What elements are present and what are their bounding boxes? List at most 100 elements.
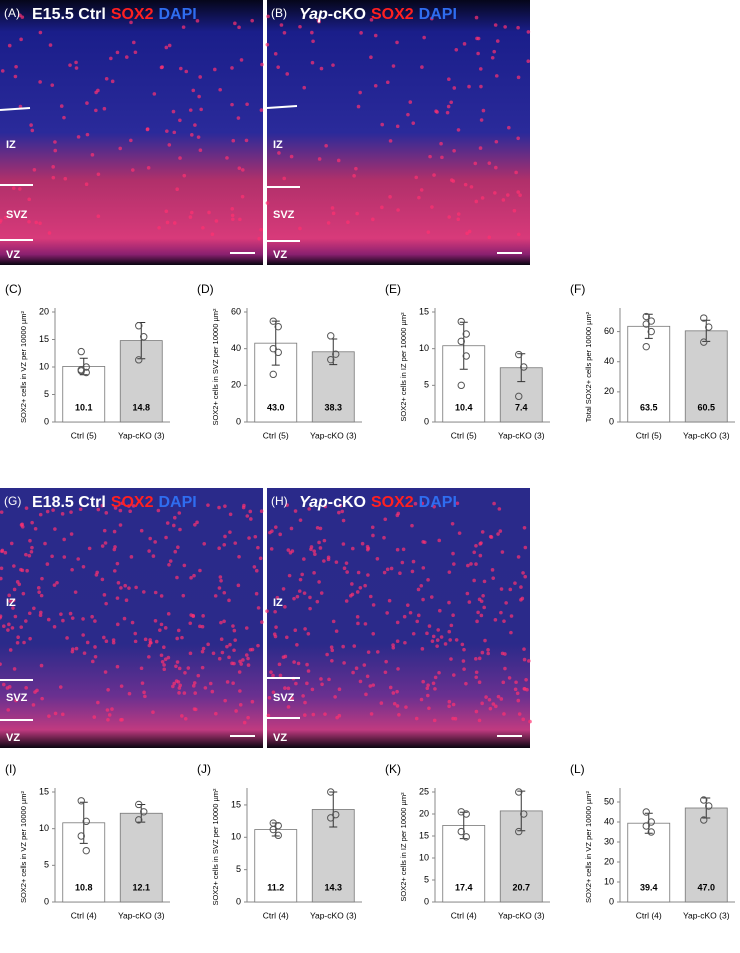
cell [406,112,410,117]
y-tick-label: 0 [44,416,49,426]
cell [302,591,307,595]
title-part: -cKO [328,494,366,511]
cell [497,507,502,511]
cell [385,567,390,572]
panel-label: (K) [385,762,401,776]
cell [293,509,298,513]
cell [474,562,478,566]
cell [456,217,461,222]
cell [236,583,241,588]
cell [90,659,95,664]
cell [273,52,278,56]
cell [38,512,43,517]
cell [346,220,350,225]
cell [266,14,270,19]
cell [285,72,290,76]
cell [331,619,336,624]
y-tick-label: 0 [236,416,241,426]
cell [182,563,187,568]
cell [177,686,182,690]
cell [449,100,454,105]
cell [177,511,182,515]
cell [405,603,410,607]
cell [481,593,485,598]
cell [200,649,205,654]
data-point [642,342,650,351]
cell [482,579,487,584]
title-part: E18.5 Ctrl [32,494,106,511]
cell [327,677,331,682]
cell [521,717,526,722]
cell [73,590,78,594]
cell [3,550,8,555]
cell [427,706,431,711]
cell [403,640,407,645]
cell [6,628,10,632]
data-point [700,816,708,824]
cell [122,616,127,621]
cell [177,666,182,671]
cell [159,653,164,658]
cell [439,141,443,146]
cell [179,66,183,71]
y-tick-label: 5 [44,860,49,870]
cell [312,571,316,575]
x-tick-label: Ctrl (5) [71,430,97,440]
cell [81,564,86,569]
cell [451,551,455,556]
cell [126,504,131,508]
cell [491,702,496,706]
cell [450,521,455,526]
data-point [274,348,282,357]
cell [102,106,107,111]
cell [415,619,420,624]
cell [106,717,110,722]
cell [385,80,390,85]
cell [430,205,434,209]
cell [271,673,275,678]
cell [244,626,249,630]
cell [330,648,335,653]
y-tick-label: 60 [231,306,241,316]
value-label: 14.3 [324,882,342,892]
cell [452,148,456,153]
cell [413,501,418,506]
error-bar [517,790,526,832]
cell [245,102,249,107]
cell [283,605,287,609]
cell [283,686,287,690]
cell [38,613,43,618]
cell [148,536,152,541]
cell [63,176,68,181]
cell [432,718,437,723]
cell [319,591,324,595]
cell [334,629,339,633]
cell [178,118,182,123]
cell [147,643,152,648]
cell [345,570,349,574]
cell [206,642,210,647]
cell [141,590,146,594]
cell [32,167,37,172]
zone-line [266,105,298,109]
cell [505,193,510,197]
cell [474,15,479,20]
cell [245,514,250,518]
cell [421,566,426,570]
cell [62,115,66,120]
cell [295,642,299,647]
cell [477,718,482,723]
cell [217,586,222,590]
cell [419,697,424,702]
cell [431,634,436,639]
cell [198,75,202,79]
y-tick-label: 40 [231,343,241,353]
cell [303,713,307,717]
x-tick-label: Ctrl (5) [636,430,662,440]
cell [433,675,438,680]
cell [70,567,74,572]
y-tick-label: 10 [39,823,49,833]
data-point [77,797,85,805]
cell-dots [265,501,532,724]
cell [27,611,32,616]
